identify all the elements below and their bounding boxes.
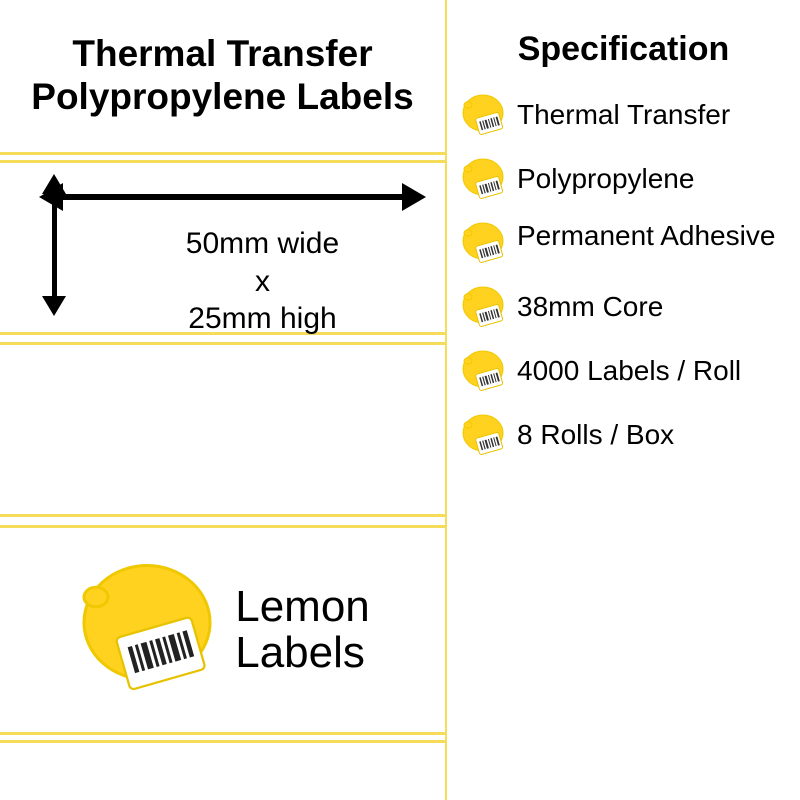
- spec-text: 4000 Labels / Roll: [517, 354, 741, 388]
- lemon-bullet-icon: [457, 155, 505, 203]
- spec-item-polypropylene: Polypropylene: [457, 155, 790, 203]
- spec-heading: Specification: [457, 30, 790, 69]
- spec-text: Thermal Transfer: [517, 98, 730, 132]
- dimension-diagram: 50mm wide x 25mm high: [15, 175, 430, 322]
- specification-column: Specification Thermal Transfer Polypropy…: [445, 0, 800, 800]
- spec-text: Permanent Adhesive: [517, 219, 775, 253]
- brand-line1: Lemon: [235, 584, 370, 630]
- lemon-bullet-icon: [457, 219, 505, 267]
- spec-item-core: 38mm Core: [457, 283, 790, 331]
- lemon-bullet-icon: [457, 283, 505, 331]
- spec-item-labels-per-roll: 4000 Labels / Roll: [457, 347, 790, 395]
- spec-item-adhesive: Permanent Adhesive: [457, 219, 790, 267]
- spec-text: Polypropylene: [517, 162, 694, 196]
- brand-logo: Lemon Labels: [75, 555, 370, 705]
- width-arrow-icon: [45, 191, 420, 199]
- lemon-logo-icon: [75, 555, 225, 705]
- product-title: Thermal Transfer Polypropylene Labels: [0, 33, 445, 118]
- brand-strip: Lemon Labels: [0, 525, 445, 735]
- dimensions-strip: 50mm wide x 25mm high: [0, 160, 445, 335]
- brand-line2: Labels: [235, 630, 370, 676]
- blank-label-strip: [0, 342, 445, 517]
- lemon-bullet-icon: [457, 91, 505, 139]
- lemon-bullet-icon: [457, 347, 505, 395]
- lemon-bullet-icon: [457, 411, 505, 459]
- product-spec-card: Thermal Transfer Polypropylene Labels 50…: [0, 0, 800, 800]
- spec-text: 8 Rolls / Box: [517, 418, 674, 452]
- width-value: 50mm wide: [115, 225, 410, 263]
- dimension-separator: x: [115, 263, 410, 301]
- bottom-label-strip: [0, 740, 445, 800]
- spec-list: Thermal Transfer Polypropylene Permanent…: [457, 91, 790, 459]
- height-value: 25mm high: [115, 300, 410, 338]
- spec-item-rolls-per-box: 8 Rolls / Box: [457, 411, 790, 459]
- dimension-text: 50mm wide x 25mm high: [115, 225, 410, 338]
- label-preview-column: Thermal Transfer Polypropylene Labels 50…: [0, 0, 445, 800]
- brand-name: Lemon Labels: [235, 584, 370, 676]
- title-strip: Thermal Transfer Polypropylene Labels: [0, 0, 445, 155]
- spec-text: 38mm Core: [517, 290, 663, 324]
- spec-item-thermal-transfer: Thermal Transfer: [457, 91, 790, 139]
